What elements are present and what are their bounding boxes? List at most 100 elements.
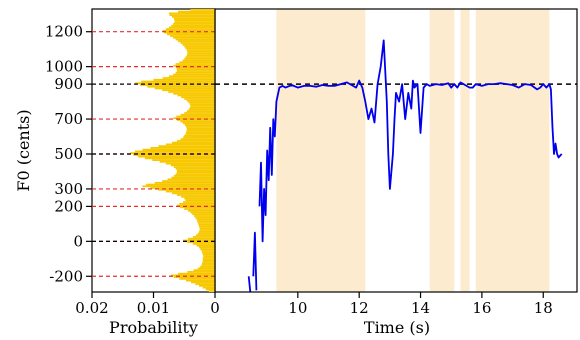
y-tick-label: 300 <box>54 180 83 198</box>
histogram-bar <box>183 239 215 242</box>
histogram-bar <box>189 106 215 109</box>
histogram-bar <box>147 85 215 88</box>
f0-trace-line <box>247 39 563 293</box>
histogram-bar <box>158 188 215 191</box>
histogram-bar <box>187 209 215 212</box>
histogram-bar <box>142 148 215 151</box>
histogram-bar <box>158 145 215 148</box>
histogram-bar <box>186 129 215 132</box>
histogram-bar <box>193 269 215 272</box>
histogram-bar <box>135 150 215 153</box>
histogram-bar <box>182 59 215 62</box>
histogram-bar <box>199 285 215 287</box>
histogram-bar <box>173 276 215 279</box>
histogram-bar <box>146 183 215 186</box>
histogram-bar <box>167 178 215 181</box>
histogram-bar <box>150 187 215 189</box>
histogram-bar <box>176 204 215 207</box>
histogram-bar <box>182 43 215 46</box>
histogram-bar <box>179 206 215 209</box>
histogram-bar <box>195 216 215 219</box>
histogram-bar <box>184 57 215 60</box>
histogram-x-axis-title: Probability <box>109 318 198 337</box>
histogram-bar <box>175 38 215 41</box>
histogram-bar <box>170 35 215 37</box>
trace-x-axis-title: Time (s) <box>364 318 430 337</box>
histogram-bar <box>199 230 215 233</box>
histogram-bar <box>173 64 215 67</box>
histogram-bars <box>130 9 215 292</box>
histogram-bar <box>133 153 215 156</box>
histogram-bar <box>185 133 215 135</box>
histogram-bar <box>196 244 215 247</box>
histogram-bar <box>195 283 215 286</box>
histogram-bar <box>179 61 215 64</box>
histogram-bar <box>202 258 215 261</box>
shaded-intervals <box>276 9 550 292</box>
histogram-bar <box>180 42 215 44</box>
histogram-bar <box>184 112 215 114</box>
histogram-bar <box>180 120 215 123</box>
histogram-bar <box>176 169 215 172</box>
histogram-bar <box>202 253 215 256</box>
histogram-bar <box>144 157 215 160</box>
histogram-bar <box>187 271 215 273</box>
histogram-bar <box>183 136 215 139</box>
histogram-bar <box>181 96 215 99</box>
histogram-bar <box>169 14 215 16</box>
histogram-bar <box>202 260 215 263</box>
histogram-x-ticks: 0.02 0.01 0 <box>75 292 220 317</box>
histogram-bar <box>176 140 215 142</box>
histogram-bar <box>184 208 215 210</box>
histogram-bar <box>192 243 215 245</box>
y-tick-label: 0 <box>73 232 83 250</box>
histogram-bar <box>165 190 215 193</box>
histogram-bar <box>186 279 215 282</box>
histogram-bar <box>165 162 215 165</box>
histogram-x-tick-label: 0 <box>210 299 220 317</box>
histogram-bar <box>186 49 215 51</box>
histogram-bar <box>138 155 215 158</box>
histogram-bar <box>167 33 215 36</box>
histogram-bar <box>199 229 215 231</box>
histogram-bar <box>196 218 215 221</box>
histogram-bar <box>174 21 215 23</box>
histogram-bar <box>197 267 215 270</box>
histogram-bar <box>163 31 215 34</box>
y-axis-title: F0 (cents) <box>14 109 33 191</box>
histogram-x-tick-label: 0.01 <box>137 299 170 317</box>
histogram-bar <box>171 141 215 144</box>
trace-x-tick-label: 12 <box>350 299 369 317</box>
histogram-bar <box>171 176 215 179</box>
histogram-bar <box>186 54 215 57</box>
histogram-bar <box>159 160 215 163</box>
histogram-bar <box>150 147 215 149</box>
shaded-interval <box>276 9 366 292</box>
trace-x-tick-label: 18 <box>534 299 553 317</box>
histogram-bar <box>186 110 215 113</box>
histogram-bar <box>188 108 215 111</box>
histogram-bar <box>173 92 215 95</box>
histogram-bar <box>187 241 215 244</box>
histogram-bar <box>174 19 215 22</box>
histogram-bar <box>183 201 215 203</box>
histogram-bar <box>202 286 215 289</box>
histogram-bar <box>173 22 215 25</box>
histogram-bar <box>203 255 215 258</box>
histogram-bar <box>184 134 215 137</box>
histogram-bar <box>162 89 215 92</box>
y-tick-label: 1000 <box>45 58 83 76</box>
histogram-bar <box>179 278 215 280</box>
histogram-bar <box>171 192 215 195</box>
histogram-bar <box>202 251 215 254</box>
histogram-bar <box>208 290 215 292</box>
histogram-bar <box>205 288 215 291</box>
histogram-bar <box>199 246 215 249</box>
histogram-bar <box>176 70 215 72</box>
histogram-bar <box>175 63 215 65</box>
histogram-bar <box>186 99 215 102</box>
histogram-bar <box>162 180 215 182</box>
histogram-bar <box>202 257 215 259</box>
